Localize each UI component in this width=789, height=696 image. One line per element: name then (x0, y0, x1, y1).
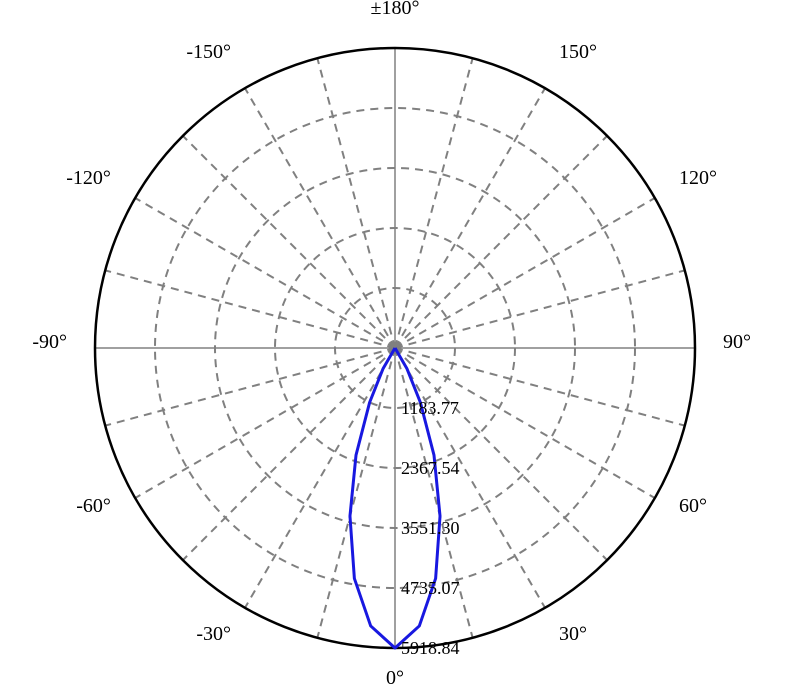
angle-label: -150° (186, 41, 231, 63)
radial-label: 3551.30 (401, 518, 460, 538)
angle-label: -30° (196, 623, 231, 645)
angle-label: 60° (679, 495, 707, 517)
angle-label: 90° (723, 331, 751, 353)
radial-label: 5918.84 (401, 638, 460, 658)
angle-label: 120° (679, 167, 717, 189)
angle-label: -120° (66, 167, 111, 189)
angle-label: -90° (32, 331, 67, 353)
radial-label: 2367.54 (401, 458, 460, 478)
angle-label: 30° (559, 623, 587, 645)
polar-chart: 1183.77 2367.54 3551.30 4735.07 5918.84 90° 60… (0, 0, 789, 696)
angle-label: 0° (386, 667, 404, 689)
radial-label: 4735.07 (401, 578, 460, 598)
angle-label: 150° (559, 41, 597, 63)
angle-label: ±180° (371, 0, 420, 19)
angle-label: -60° (76, 495, 111, 517)
radial-label: 1183.77 (401, 398, 459, 418)
